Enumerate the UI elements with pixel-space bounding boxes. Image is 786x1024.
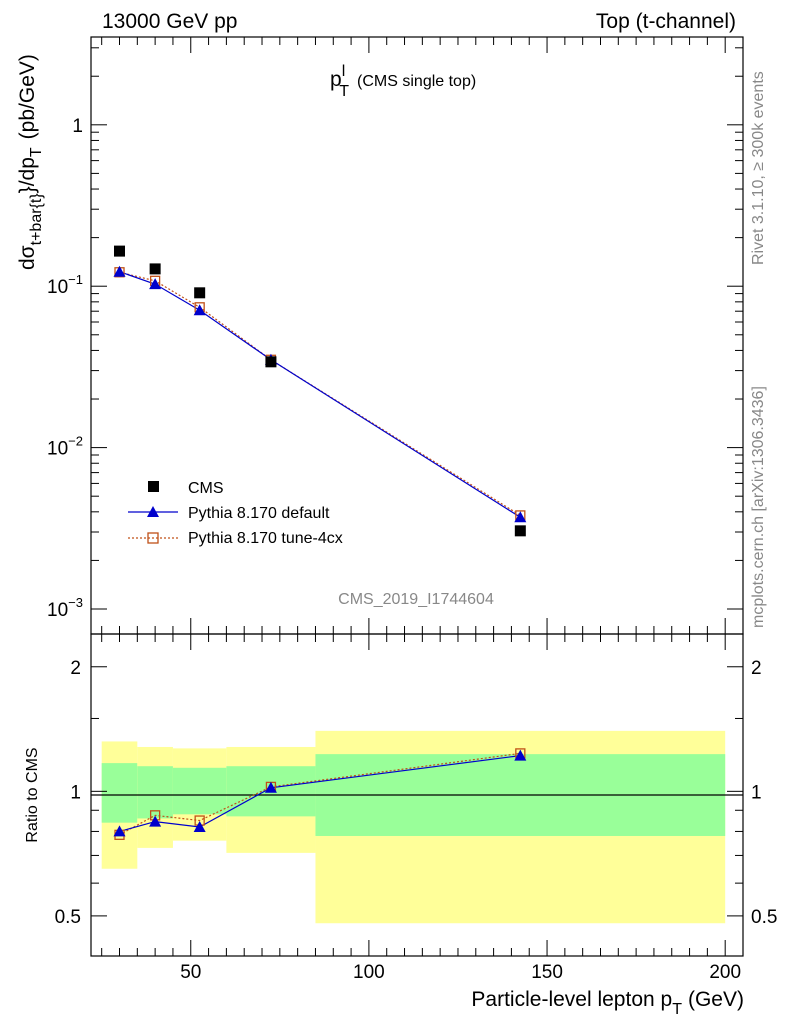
x-tick-label: 150	[531, 962, 563, 983]
legend-default-label: Pythia 8.170 default	[188, 505, 330, 522]
x-tick-label: 100	[353, 962, 385, 983]
ratio-frame	[90, 633, 744, 957]
ratio-ytick-label-right: 2	[751, 658, 762, 679]
ratio-default-point	[193, 820, 206, 832]
ratio-band-inner	[172, 767, 227, 815]
legend-cms-label: CMS	[188, 480, 224, 497]
rivet-info: Rivet 3.1.10, ≥ 300k events	[750, 71, 767, 265]
x-tick-label: 50	[180, 962, 201, 983]
cms-data-point	[149, 263, 161, 275]
ratio-tune4cx-line	[119, 752, 521, 836]
main-ytick-label: 1	[72, 116, 83, 137]
ratio-default-point	[149, 815, 162, 827]
main-ytick-label: 10−1	[47, 272, 83, 298]
cms-data-point	[514, 525, 526, 537]
default-point	[113, 265, 126, 277]
header-left: 13000 GeV pp	[102, 10, 237, 33]
ratio-ytick-label-left: 1	[70, 782, 81, 803]
main-title: pl T(CMS single top)	[330, 63, 476, 100]
main-ylabel: dσt+bar{t}}/dpT(pb/GeV)	[16, 54, 45, 270]
main-ytick-label: 10−3	[47, 595, 83, 621]
ratio-ytick-label-left: 0.5	[55, 907, 81, 928]
default-point	[514, 511, 527, 523]
x-axis-label: Particle-level lepton pT (GeV)	[471, 988, 744, 1018]
legend-tune4cx-label: Pythia 8.170 tune-4cx	[188, 530, 343, 547]
legend-tune4cx-marker	[147, 532, 159, 544]
x-tick-label: 200	[709, 962, 741, 983]
cms-data-point	[194, 287, 206, 299]
cms-data-point	[114, 245, 126, 257]
default-point	[193, 304, 206, 316]
main-axis-ticks: 10−3 10−2 10−1 1	[47, 37, 743, 634]
ratio-default-point	[264, 781, 277, 793]
main-ytick-label: 10−2	[47, 434, 83, 460]
ratio-axis-ticks: 50 100 150 200 0.5 0.5 1 1 2 2	[55, 634, 777, 983]
default-point	[149, 278, 162, 290]
analysis-watermark: CMS_2019_I1744604	[338, 591, 494, 608]
ratio-band-inner	[137, 766, 173, 819]
legend: CMS Pythia 8.170 default Pythia 8.170 tu…	[128, 480, 343, 547]
ratio-ytick-label-right: 0.5	[751, 907, 777, 928]
legend-cms-marker	[148, 481, 159, 492]
main-series	[113, 245, 527, 537]
ratio-ytick-label-left: 2	[70, 658, 81, 679]
main-panel: 10−3 10−2 10−1 1 pl T(CMS single top) dσt+ba…	[16, 36, 744, 635]
cms-data-point	[265, 356, 277, 368]
ratio-band-inner	[101, 763, 138, 823]
ratio-panel: 50 100 150 200 0.5 0.5 1 1 2 2 Ratio to CMS	[24, 633, 777, 983]
ratio-default-point	[514, 749, 527, 761]
ratio-series	[113, 748, 527, 840]
ratio-ylabel: Ratio to CMS	[24, 747, 41, 842]
ratio-default-point	[113, 825, 126, 837]
default-line	[119, 271, 521, 518]
legend-default-marker	[147, 506, 159, 517]
ratio-ytick-label-right: 1	[751, 782, 762, 803]
header-right: Top (t-channel)	[596, 10, 736, 33]
mcplots-info: mcplots.cern.ch [arXiv:1306.3436]	[750, 386, 767, 628]
